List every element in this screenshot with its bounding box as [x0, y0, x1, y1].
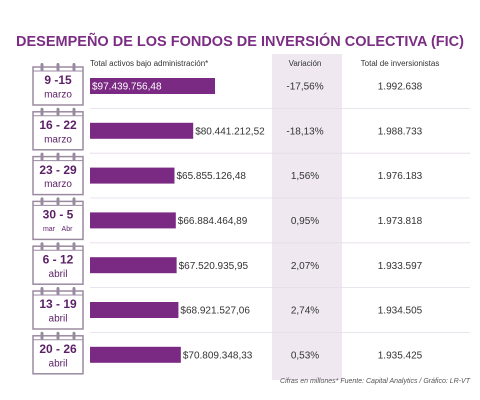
- category-label: 20 - 26: [39, 342, 77, 356]
- column-value: -17,56%: [286, 82, 323, 93]
- calendar-ring: [40, 287, 44, 295]
- calendar-ring: [72, 152, 76, 161]
- category-label: 16 - 22: [39, 118, 77, 132]
- calendar: [32, 111, 84, 151]
- calendar-ring: [40, 331, 44, 340]
- calendar-ring: [56, 152, 60, 161]
- calendar: [32, 245, 84, 285]
- column-value: 1.992.638: [378, 82, 423, 93]
- calendar: [32, 335, 84, 375]
- footnote: Cifras en millones* Fuente: Capital Anal…: [280, 378, 471, 385]
- column-value: 0,53%: [291, 350, 319, 361]
- value-label: $97.439.756,48: [92, 82, 162, 93]
- calendar-ring: [56, 197, 60, 206]
- calendar-ring: [56, 107, 60, 116]
- calendar-ring: [40, 152, 44, 161]
- column-value: -18,13%: [286, 126, 323, 137]
- calendar-ring: [56, 242, 60, 251]
- bar: [90, 122, 194, 139]
- series-header: Total activos bajo administración*: [90, 59, 208, 68]
- value-label: $67.520.935,95: [179, 261, 249, 272]
- value-label: $68.921.527,06: [180, 306, 250, 317]
- chart-title: DESEMPEÑO DE LOS FONDOS DE INVERSIÓN COL…: [16, 32, 464, 50]
- category-sublabel: abril: [49, 314, 68, 325]
- calendar-ring: [40, 242, 44, 251]
- column-value: 1.935.425: [378, 350, 423, 361]
- bar: [90, 346, 181, 363]
- calendar-ring: [72, 331, 76, 340]
- bar: [90, 78, 215, 94]
- bar: [90, 257, 177, 274]
- column-value: 2,07%: [291, 261, 319, 272]
- calendar-ring: [56, 63, 60, 71]
- value-label: $70.809.348,33: [183, 350, 253, 361]
- calendar-ring: [40, 107, 44, 116]
- column-header: Total de inversionistas: [361, 59, 440, 68]
- category-sublabel: abril: [49, 358, 68, 369]
- bar: [90, 302, 179, 318]
- column-value: 1.934.505: [378, 306, 423, 317]
- calendar-ring: [72, 107, 76, 116]
- calendar-ring: [72, 242, 76, 251]
- calendar-ring: [56, 287, 60, 295]
- category-sublabel: abril: [49, 269, 68, 280]
- category-sublabel: mar: [43, 226, 56, 233]
- bar: [90, 212, 176, 229]
- category-sublabel: Abr: [62, 226, 74, 233]
- column-value: 0,95%: [291, 216, 319, 227]
- calendar: [32, 290, 84, 330]
- category-sublabel: marzo: [44, 179, 72, 190]
- category-sublabel: marzo: [44, 90, 72, 101]
- column-value: 1.976.183: [378, 171, 423, 182]
- calendar-ring: [72, 63, 76, 71]
- column-value: 1.933.597: [378, 261, 423, 272]
- category-label: 30 - 5: [43, 208, 74, 222]
- calendar-ring: [40, 197, 44, 206]
- category-label: 9 -15: [44, 73, 72, 87]
- column-value: 1.973.818: [378, 216, 423, 227]
- column-value: 2,74%: [291, 306, 319, 317]
- category-label: 23 - 29: [39, 163, 77, 177]
- value-label: $66.884.464,89: [178, 216, 248, 227]
- column-value: 1,56%: [291, 171, 319, 182]
- category-label: 13 - 19: [39, 297, 77, 311]
- calendar: [32, 66, 84, 106]
- column-value: 1.988.733: [378, 126, 423, 137]
- column-header: Variación: [289, 59, 322, 68]
- calendar: [32, 200, 84, 241]
- calendar-ring: [40, 63, 44, 71]
- category-sublabel: marzo: [44, 134, 72, 145]
- value-label: $80.441.212,52: [195, 126, 265, 137]
- calendar-ring: [72, 287, 76, 295]
- calendar-ring: [72, 197, 76, 206]
- calendar-ring: [56, 331, 60, 340]
- bar: [90, 167, 175, 184]
- value-label: $65.855.126,48: [176, 171, 246, 182]
- category-label: 6 - 12: [43, 252, 74, 266]
